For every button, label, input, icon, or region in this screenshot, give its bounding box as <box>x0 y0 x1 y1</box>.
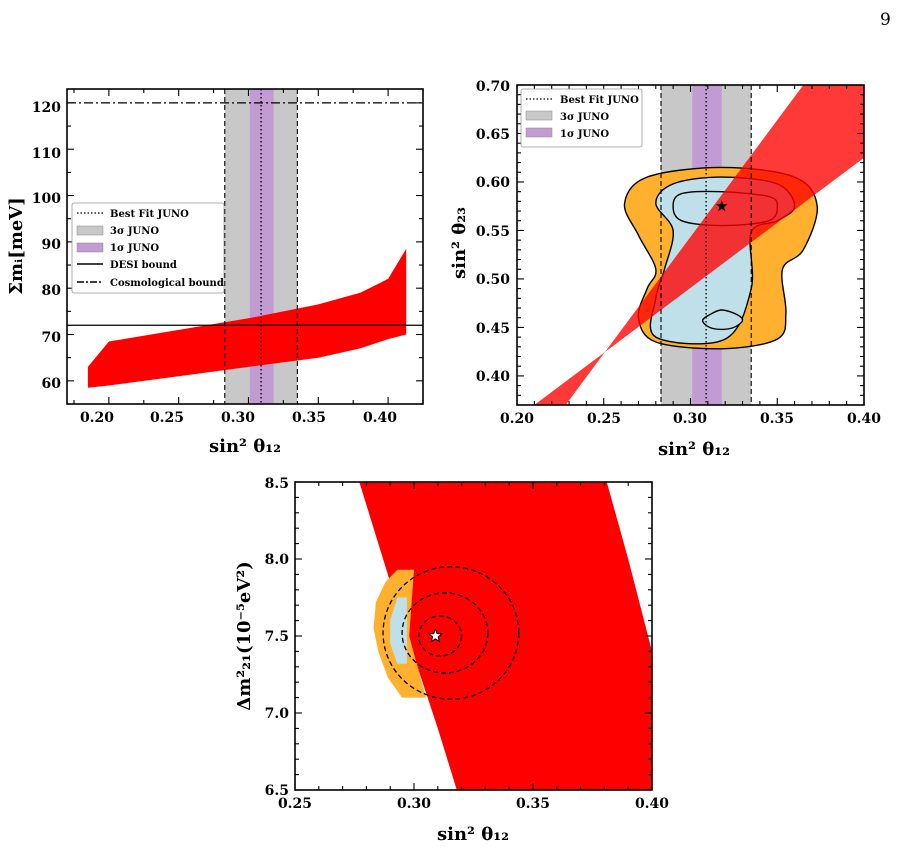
x-axis-label: sin² θ₁₂ <box>437 824 509 845</box>
x-axis-label: sin² θ₁₂ <box>209 436 281 457</box>
allowed-region <box>359 482 652 790</box>
y-tick-label: 8.5 <box>265 476 289 492</box>
legend: Best Fit JUNO 3σ JUNO 1σ JUNO <box>520 88 643 148</box>
x-axis-label: sin² θ₁₂ <box>658 439 730 460</box>
mass-sum-panel: 0.20 0.25 0.30 0.35 0.40 60 70 80 90 100… <box>6 88 424 457</box>
y-axis-label: sin² θ₂₃ <box>449 207 470 279</box>
y-tick-label: 0.60 <box>476 175 510 191</box>
x-tick-label: 0.30 <box>673 411 707 427</box>
y-tick-label: 0.50 <box>476 272 510 288</box>
plot-frame <box>66 88 424 405</box>
legend-frame <box>71 202 225 294</box>
y-tick-label: 0.65 <box>476 127 510 143</box>
legend-sigma1-swatch <box>76 242 104 253</box>
x-tick-label: 0.35 <box>292 410 326 426</box>
y-tick-label: 8.0 <box>265 552 290 568</box>
y-tick-label: 7.5 <box>265 629 289 645</box>
legend-label: DESI bound <box>110 260 177 271</box>
allowed-region <box>87 248 407 388</box>
y-tick-label: 110 <box>32 146 61 162</box>
blue-highlight <box>390 597 407 664</box>
y-axis-label: Σmᵢ[meV] <box>6 197 27 295</box>
y-tick-label: 7.0 <box>265 706 290 722</box>
axis-ticks <box>516 84 865 405</box>
x-tick-label: 0.25 <box>150 410 184 426</box>
y-tick-label: 100 <box>32 191 61 207</box>
axis-ticks <box>67 89 424 405</box>
x-tick-label: 0.25 <box>278 796 312 812</box>
x-tick-label: 0.30 <box>221 410 255 426</box>
y-axis-label: Δm²₂₁(10⁻⁵eV²) <box>234 561 255 710</box>
x-tick-label: 0.40 <box>363 410 397 426</box>
dashed-contour <box>418 615 463 657</box>
dashed-contour <box>382 566 520 700</box>
legend-label: Best Fit JUNO <box>560 95 639 106</box>
legend-sigma3-swatch <box>76 225 104 236</box>
lower-island-contour <box>701 309 744 331</box>
y-tick-label: 80 <box>42 283 62 299</box>
best-fit-star <box>716 200 728 212</box>
allowed-region <box>534 85 864 405</box>
y-tick-label: 90 <box>42 237 62 253</box>
legend-label: 3σ JUNO <box>110 226 159 237</box>
x-tick-label: 0.20 <box>80 410 114 426</box>
dashed-contour <box>401 592 489 674</box>
x-tick-label: 0.35 <box>516 796 550 812</box>
legend-label: 1σ JUNO <box>560 129 609 140</box>
legend: Best Fit JUNO 3σ JUNO 1σ JUNO DESI bound… <box>71 202 225 294</box>
y-tick-label: 120 <box>32 100 61 116</box>
x-tick-label: 0.40 <box>847 411 881 427</box>
y-tick-label: 0.70 <box>476 79 510 95</box>
legend-sigma1-swatch <box>525 127 553 138</box>
delta-m21-panel: 0.25 0.30 0.35 0.40 6.5 7.0 7.5 8.0 8.5 … <box>234 476 669 845</box>
x-tick-label: 0.40 <box>635 796 669 812</box>
legend-label: Cosmological bound <box>110 278 224 289</box>
legend-label: 3σ JUNO <box>560 112 609 123</box>
x-tick-label: 0.25 <box>587 411 621 427</box>
legend-sigma3-swatch <box>525 110 553 121</box>
x-tick-label: 0.30 <box>397 796 431 812</box>
y-tick-label: 6.5 <box>265 783 289 799</box>
y-tick-label: 0.40 <box>476 369 510 385</box>
best-fit-star <box>427 627 444 643</box>
legend-label: Best Fit JUNO <box>110 209 189 220</box>
x-tick-label: 0.35 <box>760 411 794 427</box>
y-tick-label: 60 <box>42 376 62 392</box>
legend-label: 1σ JUNO <box>110 243 159 254</box>
y-tick-label: 0.45 <box>476 321 510 337</box>
axis-ticks <box>294 481 653 791</box>
x-tick-label: 0.20 <box>500 411 534 427</box>
theta23-panel: 0.20 0.25 0.30 0.35 0.40 0.40 0.45 0.50 … <box>449 79 881 460</box>
y-tick-label: 70 <box>42 330 62 346</box>
y-tick-label: 0.55 <box>476 224 510 240</box>
page-number: 9 <box>880 10 891 30</box>
